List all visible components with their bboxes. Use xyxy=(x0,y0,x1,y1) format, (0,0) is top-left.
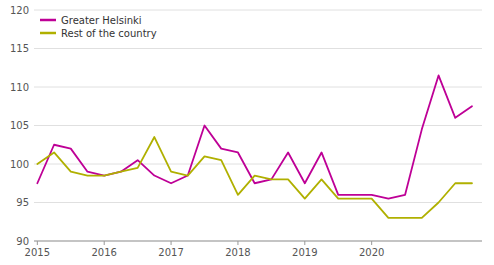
y-tick-label: 95 xyxy=(16,197,29,208)
line xyxy=(37,137,472,218)
legend: Greater Helsinki Rest of the country xyxy=(40,15,157,39)
y-tick-label: 105 xyxy=(10,120,29,131)
x-tick-label: 2018 xyxy=(225,247,250,258)
y-tick-label: 100 xyxy=(10,159,29,170)
plot-area xyxy=(37,75,472,217)
x-tick-label: 2019 xyxy=(292,247,317,258)
y-grid xyxy=(34,10,482,241)
x-tick xyxy=(237,241,238,245)
y-tick-label: 110 xyxy=(10,82,29,93)
x-tick-label: 2016 xyxy=(91,247,116,258)
x-tick-label: 2015 xyxy=(25,247,50,258)
grid-line xyxy=(34,202,482,203)
legend-label: Greater Helsinki xyxy=(61,15,142,26)
grid-line xyxy=(34,164,482,165)
legend-swatch xyxy=(40,32,56,35)
grid-line xyxy=(34,125,482,126)
x-tick xyxy=(304,241,305,245)
x-axis-line xyxy=(34,241,482,242)
line xyxy=(37,75,472,198)
y-tick-label: 90 xyxy=(16,236,29,247)
y-tick-label: 115 xyxy=(10,43,29,54)
legend-swatch xyxy=(40,19,56,22)
grid-line xyxy=(34,48,482,49)
x-tick xyxy=(371,241,372,245)
chart: 90 95 100 105 110 115 120 2015 2016 2017 2018 2019 2… xyxy=(0,0,494,265)
x-tick xyxy=(171,241,172,245)
y-tick-label: 120 xyxy=(10,5,29,16)
grid-line xyxy=(34,10,482,11)
grid-line xyxy=(34,241,482,242)
legend-label: Rest of the country xyxy=(61,28,157,39)
x-tick xyxy=(37,241,38,245)
x-tick xyxy=(104,241,105,245)
grid-line xyxy=(34,87,482,88)
x-tick-label: 2017 xyxy=(158,247,183,258)
x-tick-label: 2020 xyxy=(359,247,384,258)
